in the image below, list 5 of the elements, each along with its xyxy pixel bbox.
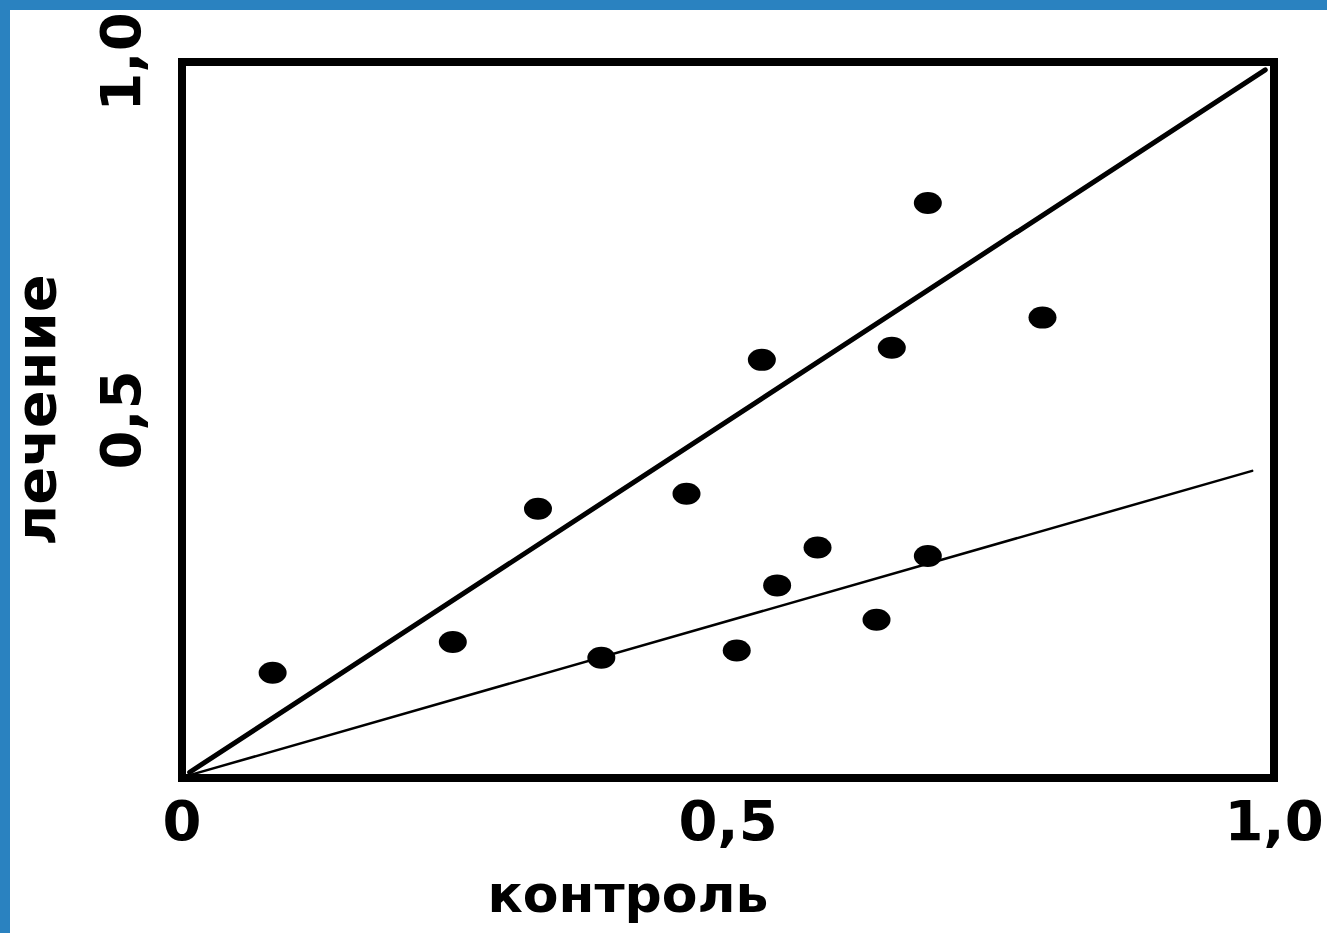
x-axis-title: контроль (487, 864, 769, 924)
x-tick-label: 0 (162, 788, 202, 853)
x-tick-label: 1,0 (1224, 788, 1324, 853)
x-tick-label: 0,5 (678, 788, 778, 853)
y-axis-title: лечение (3, 274, 68, 546)
